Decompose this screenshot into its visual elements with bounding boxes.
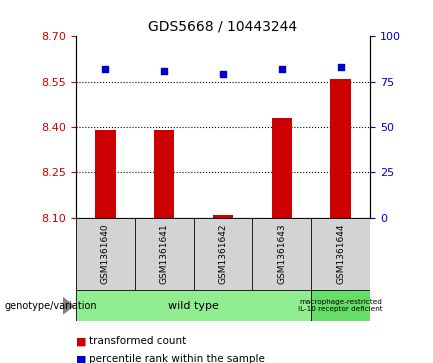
Bar bbox=[95, 130, 116, 218]
Bar bbox=[76, 290, 311, 321]
Bar bbox=[213, 215, 233, 218]
Point bbox=[220, 72, 226, 77]
Point bbox=[337, 64, 344, 70]
Point bbox=[102, 66, 109, 72]
Polygon shape bbox=[63, 298, 74, 314]
Bar bbox=[311, 290, 370, 321]
Text: ■: ■ bbox=[76, 354, 86, 363]
Title: GDS5668 / 10443244: GDS5668 / 10443244 bbox=[149, 20, 297, 34]
Bar bbox=[154, 130, 174, 218]
Text: GSM1361642: GSM1361642 bbox=[219, 224, 227, 284]
Text: ■: ■ bbox=[76, 336, 86, 346]
Bar bbox=[271, 118, 292, 218]
Text: transformed count: transformed count bbox=[89, 336, 186, 346]
Bar bbox=[330, 79, 351, 218]
Point bbox=[161, 68, 168, 74]
Text: percentile rank within the sample: percentile rank within the sample bbox=[89, 354, 265, 363]
Text: macrophage-restricted
IL-10 receptor deficient: macrophage-restricted IL-10 receptor def… bbox=[298, 299, 383, 312]
Text: wild type: wild type bbox=[168, 301, 219, 311]
Text: genotype/variation: genotype/variation bbox=[4, 301, 97, 311]
Text: GSM1361643: GSM1361643 bbox=[278, 224, 286, 285]
Point bbox=[278, 66, 285, 72]
Text: GSM1361644: GSM1361644 bbox=[336, 224, 345, 284]
Text: GSM1361641: GSM1361641 bbox=[160, 224, 168, 285]
Text: GSM1361640: GSM1361640 bbox=[101, 224, 110, 285]
